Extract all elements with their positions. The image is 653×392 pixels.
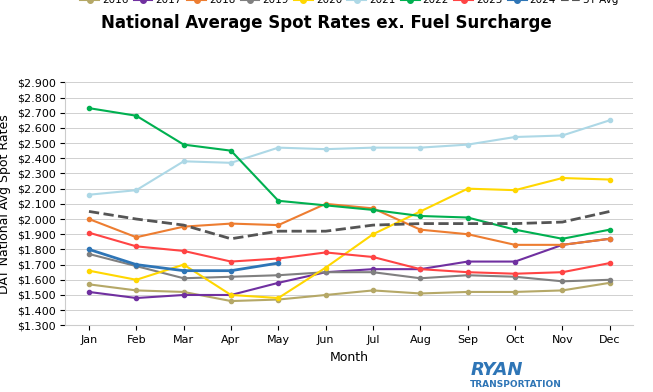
Text: DAT: DAT bbox=[32, 361, 72, 379]
Y-axis label: DAT National Avg Spot Rates: DAT National Avg Spot Rates bbox=[0, 114, 11, 294]
Text: TRANSPORTATION: TRANSPORTATION bbox=[470, 380, 562, 388]
Text: National Average Spot Rates ex. Fuel Surcharge: National Average Spot Rates ex. Fuel Sur… bbox=[101, 14, 552, 32]
X-axis label: Month: Month bbox=[330, 350, 369, 364]
Legend: 2016, 2017, 2018, 2019, 2020, 2021, 2022, 2023, 2024, 5Y Avg: 2016, 2017, 2018, 2019, 2020, 2021, 2022… bbox=[80, 0, 618, 5]
Text: RYAN: RYAN bbox=[470, 361, 522, 379]
